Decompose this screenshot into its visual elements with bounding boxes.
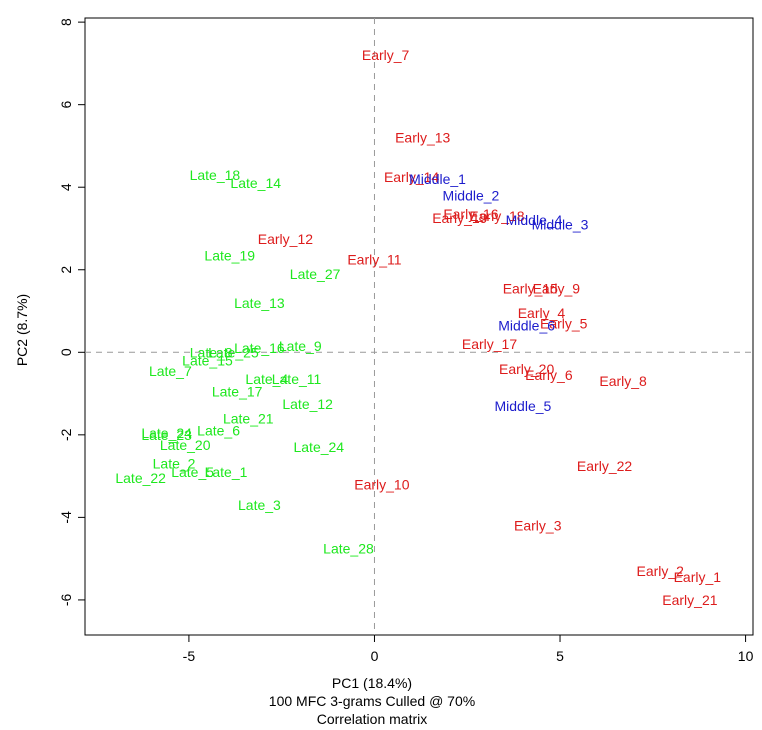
point-label: Late_24 <box>141 425 192 441</box>
point-label: Early_18 <box>469 208 524 224</box>
point-label: Early_12 <box>258 231 313 247</box>
point-label: Late_24 <box>293 439 344 455</box>
point-label: Late_22 <box>115 470 166 486</box>
point-label: Early_22 <box>577 458 632 474</box>
point-label: Late_6 <box>197 423 240 439</box>
caption-line-1: 100 MFC 3-grams Culled @ 70% <box>269 693 475 709</box>
x-tick-label: 0 <box>371 648 379 664</box>
point-labels: Early_7Early_13Early_14Early_16Early_18E… <box>115 47 721 608</box>
y-tick-label: 0 <box>58 348 74 356</box>
point-label: Early_4 <box>518 305 566 321</box>
y-axis-title: PC2 (8.7%) <box>14 294 30 366</box>
point-label: Late_8 <box>190 344 233 360</box>
point-label: Late_23 <box>141 427 192 443</box>
point-label: Late_14 <box>230 175 281 191</box>
plot-border <box>84 17 754 636</box>
point-label: Late_9 <box>279 338 322 354</box>
point-label: Early_16 <box>443 206 498 222</box>
point-label: Middle_5 <box>494 398 551 414</box>
point-label: Early_2 <box>636 563 684 579</box>
y-tick-label: 6 <box>58 101 74 109</box>
point-label: Early_13 <box>395 130 450 146</box>
x-axis-ticks: -5 0 5 10 <box>183 635 754 664</box>
point-label: Early_8 <box>599 373 647 389</box>
y-tick-label: -6 <box>58 593 74 606</box>
caption-line-2: Correlation matrix <box>317 711 427 727</box>
x-tick-label: 10 <box>738 648 754 664</box>
point-label: Late_7 <box>149 363 192 379</box>
point-label: Early_1 <box>674 569 722 585</box>
point-label: Late_20 <box>160 437 211 453</box>
y-tick-label: 2 <box>58 266 74 274</box>
point-label: Middle_3 <box>532 216 589 232</box>
point-label: Late_19 <box>204 247 255 263</box>
point-label: Early_14 <box>384 169 439 185</box>
point-label: Early_11 <box>347 251 401 267</box>
point-label: Early_6 <box>525 367 573 383</box>
point-label: Early_3 <box>514 518 562 534</box>
point-label: Late_5 <box>171 464 214 480</box>
y-axis-ticks: -6 -4 -2 0 2 4 6 8 <box>58 18 85 606</box>
point-label: Early_17 <box>462 336 517 352</box>
x-tick-label: -5 <box>183 648 196 664</box>
point-label: Late_25 <box>208 344 259 360</box>
point-label: Late_12 <box>282 396 333 412</box>
point-label: Early_7 <box>362 47 410 63</box>
point-label: Late_17 <box>212 384 263 400</box>
point-label: Late_15 <box>182 353 233 369</box>
point-label: Early_10 <box>354 476 409 492</box>
point-label: Late_3 <box>238 497 281 513</box>
point-label: Late_13 <box>234 295 285 311</box>
point-label: Late_1 <box>205 464 248 480</box>
point-label: Early_15 <box>503 280 558 296</box>
x-axis-title: PC1 (18.4%) <box>332 675 412 691</box>
point-label: Late_18 <box>190 167 241 183</box>
point-label: Early_21 <box>662 592 717 608</box>
point-label: Late_27 <box>290 266 341 282</box>
point-label: Late_21 <box>223 410 274 426</box>
point-label: Early_9 <box>533 280 581 296</box>
point-label: Middle_6 <box>498 317 555 333</box>
y-tick-label: 8 <box>58 18 74 26</box>
y-tick-label: -4 <box>58 511 74 524</box>
point-label: Middle_2 <box>443 187 500 203</box>
point-label: Late_4 <box>245 371 288 387</box>
point-label: Early_20 <box>499 361 554 377</box>
point-label: Middle_1 <box>409 171 466 187</box>
point-label: Late_16 <box>234 340 285 356</box>
point-label: Middle_4 <box>506 212 563 228</box>
point-label: Late_11 <box>272 371 322 387</box>
point-label: Early_19 <box>432 210 487 226</box>
point-label: Late_28 <box>323 540 374 556</box>
y-tick-label: -2 <box>58 428 74 441</box>
y-tick-label: 4 <box>58 183 74 191</box>
point-label: Late_2 <box>153 456 196 472</box>
point-label: Early_5 <box>540 315 588 331</box>
x-tick-label: 5 <box>556 648 564 664</box>
